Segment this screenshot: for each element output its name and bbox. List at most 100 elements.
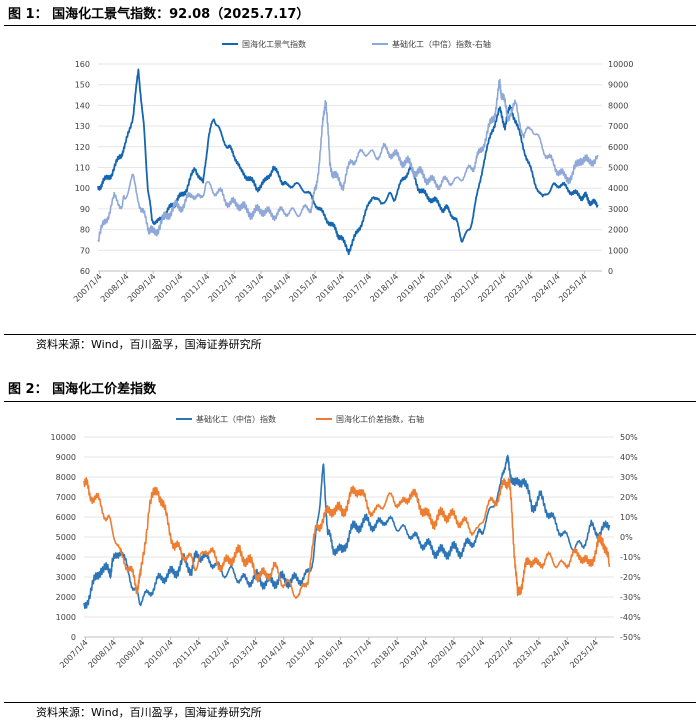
chart2-x-tick-label: 2012/1/4 — [200, 638, 232, 670]
chart2-y2-tick-label: -10% — [620, 553, 641, 562]
chart2-y-tick-label: 10000 — [51, 433, 76, 442]
chart2-y-tick-label: 6000 — [56, 513, 76, 522]
chart1-y2-tick-label: 2000 — [608, 226, 628, 235]
chart1-legend-label-1: 国海化工景气指数 — [242, 39, 306, 49]
chart2-x-tick-label: 2011/1/4 — [171, 638, 203, 670]
chart1-y-tick-label: 140 — [75, 101, 90, 110]
chart1-y-tick-label: 60 — [80, 267, 90, 276]
chart1-x-tick-label: 2018/1/4 — [368, 272, 400, 304]
figure-2-title: 图 2： 国海化工价差指数 — [8, 382, 157, 397]
chart2-x-tick-label: 2023/1/4 — [512, 638, 544, 670]
chart2-x-tick-label: 2010/1/4 — [143, 638, 175, 670]
chart2-x-tick-label: 2019/1/4 — [398, 638, 430, 670]
chart2-x-tick-label: 2024/1/4 — [540, 638, 572, 670]
chart2-y2-tick-label: 0% — [620, 533, 633, 542]
chart1-x-tick-label: 2007/1/4 — [72, 272, 104, 304]
chart1-y2-tick-label: 3000 — [608, 205, 628, 214]
chart1-y-tick-label: 110 — [75, 164, 90, 173]
chart1-y2-tick-label: 6000 — [608, 143, 628, 152]
chart2-x-tick-label: 2014/1/4 — [256, 638, 288, 670]
chart1-y-tick-label: 70 — [80, 246, 90, 255]
chart2-y2-tick-label: -20% — [620, 573, 641, 582]
figure-1-top-rule — [4, 25, 696, 26]
chart2-series-line-1 — [83, 454, 611, 610]
chart1-y-tick-label: 100 — [75, 184, 90, 193]
chart1-x-tick-label: 2017/1/4 — [342, 272, 374, 304]
chart2-y2-tick-label: 30% — [620, 473, 638, 482]
chart1-y2-tick-label: 7000 — [608, 122, 628, 131]
chart2-x-tick-label: 2016/1/4 — [313, 638, 345, 670]
chart1-y-tick-label: 150 — [75, 81, 90, 90]
chart1-x-tick-label: 2025/1/4 — [557, 272, 589, 304]
chart1-y2-tick-label: 9000 — [608, 81, 628, 90]
chart1-x-tick-label: 2020/1/4 — [422, 272, 454, 304]
chart2-y2-tick-label: 40% — [620, 453, 638, 462]
figure-2-source: 资料来源：Wind，百川盈孚，国海证券研究所 — [36, 706, 262, 719]
chart1-x-tick-label: 2024/1/4 — [530, 272, 562, 304]
chart1-x-tick-label: 2014/1/4 — [261, 272, 293, 304]
chart1-y2-tick-label: 4000 — [608, 184, 628, 193]
chart2-x-tick-label: 2025/1/4 — [568, 638, 600, 670]
chart1-x-tick-label: 2013/1/4 — [234, 272, 266, 304]
chart2-y2-tick-label: 50% — [620, 433, 638, 442]
chart1-y-tick-label: 130 — [75, 122, 90, 131]
chart1-legend-label-2: 基础化工（中信）指数-右轴 — [392, 39, 491, 49]
chart2-x-tick-label: 2021/1/4 — [455, 638, 487, 670]
chart1-x-tick-label: 2012/1/4 — [207, 272, 239, 304]
chart2-y-tick-label: 1000 — [56, 613, 76, 622]
chart1-y-tick-label: 120 — [75, 143, 90, 152]
chart1-y2-tick-label: 5000 — [608, 164, 628, 173]
chart2-y2-tick-label: -40% — [620, 613, 641, 622]
chart2-y-tick-label: 9000 — [56, 453, 76, 462]
chart1-series-line-2 — [97, 78, 599, 243]
chart2-legend-label-1: 基础化工（中信）指数 — [196, 414, 276, 424]
chart2-x-tick-label: 2009/1/4 — [115, 638, 147, 670]
chart2-y-tick-label: 0 — [71, 633, 76, 642]
figure-1-title: 图 1： 国海化工景气指数：92.08（2025.7.17） — [8, 7, 310, 22]
chart1-x-tick-label: 2021/1/4 — [449, 272, 481, 304]
chart-2: 0 1000 2000 3000 4000 5000 6000 7000 8000 9000 100… — [51, 414, 642, 670]
chart1-x-tick-label: 2023/1/4 — [503, 272, 535, 304]
chart2-y-tick-label: 5000 — [56, 533, 76, 542]
chart1-x-tick-label: 2019/1/4 — [395, 272, 427, 304]
chart1-x-tick-label: 2009/1/4 — [126, 272, 158, 304]
chart1-y2-tick-label: 1000 — [608, 246, 628, 255]
chart2-x-tick-label: 2018/1/4 — [370, 638, 402, 670]
chart2-legend-label-2: 国海化工价差指数，右轴 — [336, 414, 424, 424]
chart2-y-tick-label: 8000 — [56, 473, 76, 482]
chart2-y-tick-label: 7000 — [56, 493, 76, 502]
chart1-y-tick-label: 160 — [75, 60, 90, 69]
chart1-x-tick-label: 2022/1/4 — [476, 272, 508, 304]
chart1-x-tick-label: 2008/1/4 — [99, 272, 131, 304]
chart2-y2-tick-label: 10% — [620, 513, 638, 522]
figure-1-source: 资料来源：Wind，百川盈孚，国海证券研究所 — [36, 338, 262, 351]
chart2-x-tick-label: 2022/1/4 — [483, 638, 515, 670]
chart2-x-tick-label: 2008/1/4 — [86, 638, 118, 670]
chart2-y-tick-label: 4000 — [56, 553, 76, 562]
chart1-x-tick-label: 2011/1/4 — [180, 272, 212, 304]
chart1-x-tick-label: 2010/1/4 — [153, 272, 185, 304]
chart1-series-line-1 — [97, 68, 599, 256]
chart1-y2-tick-label: 8000 — [608, 101, 628, 110]
figure-2-top-rule — [4, 401, 696, 402]
chart1-x-tick-label: 2015/1/4 — [288, 272, 320, 304]
chart2-x-tick-label: 2007/1/4 — [58, 638, 90, 670]
chart1-y2-tick-label: 10000 — [608, 60, 633, 69]
chart2-y2-tick-label: -50% — [620, 633, 641, 642]
chart2-x-tick-label: 2017/1/4 — [341, 638, 373, 670]
chart2-x-tick-label: 2020/1/4 — [427, 638, 459, 670]
chart2-y-tick-label: 2000 — [56, 593, 76, 602]
chart2-y2-tick-label: 20% — [620, 493, 638, 502]
chart2-series-line-2 — [83, 477, 611, 599]
chart1-x-tick-label: 2016/1/4 — [315, 272, 347, 304]
chart2-x-tick-label: 2015/1/4 — [285, 638, 317, 670]
figure-2-bottom-rule — [4, 702, 696, 703]
chart-1: 60 70 80 90 100 110 120 130 140 150 160 0 1000 2000 30… — [72, 39, 633, 304]
figure-1-bottom-rule — [4, 334, 696, 335]
chart2-y2-tick-label: -30% — [620, 593, 641, 602]
chart2-x-tick-label: 2013/1/4 — [228, 638, 260, 670]
chart1-y2-tick-label: 0 — [608, 267, 613, 276]
chart1-y-tick-label: 80 — [80, 226, 90, 235]
chart2-y-tick-label: 3000 — [56, 573, 76, 582]
chart1-y-tick-label: 90 — [80, 205, 90, 214]
